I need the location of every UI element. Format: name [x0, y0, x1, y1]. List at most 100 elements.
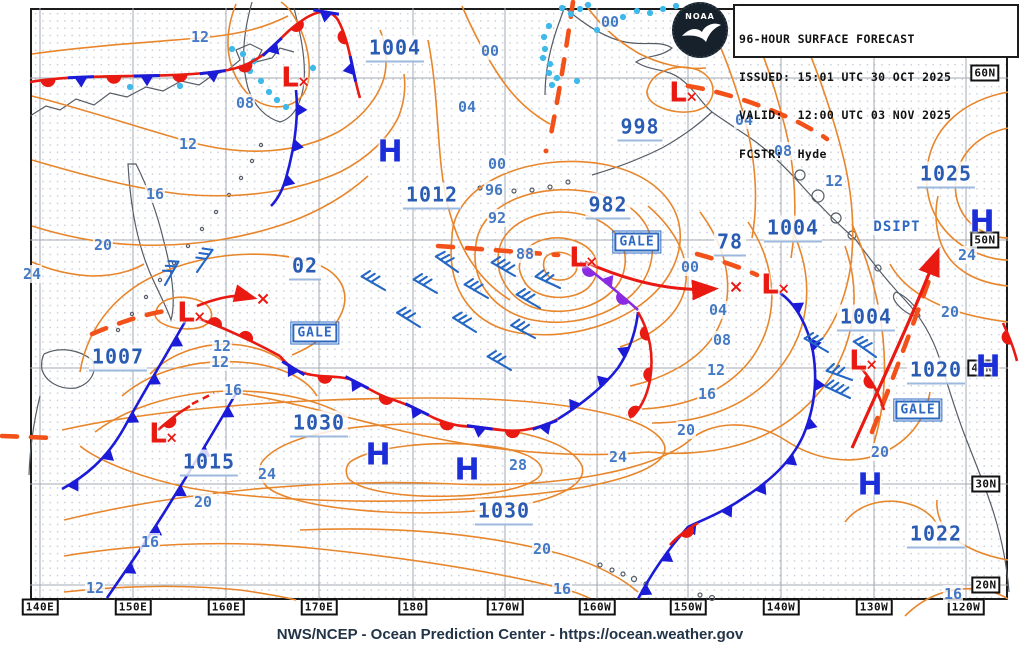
latitude-label: 20N	[971, 576, 1001, 594]
low-position-cross: ×	[193, 307, 206, 326]
noaa-bird-icon	[682, 23, 721, 42]
low-position-cross: ×	[777, 279, 790, 298]
noaa-logo-text: NOAA	[685, 12, 715, 21]
low-pressure-marker: L ×	[761, 267, 790, 301]
longitude-label: 120W	[947, 598, 985, 616]
isobar-value-label: 24	[256, 465, 278, 483]
isobar-value-label: 00	[486, 155, 508, 173]
ice-edge-dots	[126, 1, 761, 111]
longitude-label: 150E	[114, 598, 152, 616]
high-pressure-marker: H	[975, 349, 1001, 385]
longitude-label: 160W	[578, 598, 616, 616]
pressure-center-label: 1030	[289, 410, 349, 438]
isobar-value-label: 04	[733, 111, 755, 129]
pressure-center-label: 1004	[763, 215, 823, 243]
high-pressure-marker: H	[365, 437, 391, 473]
low-pressure-marker: L ×	[569, 240, 598, 274]
pressure-center-label: 1004	[365, 35, 425, 63]
low-position-cross: ×	[165, 428, 178, 447]
pressure-center-label: 998	[617, 114, 663, 142]
isobar-value-label: 16	[551, 580, 573, 598]
isobar-value-label: 20	[92, 236, 114, 254]
forecast-title-box: 96-HOUR SURFACE FORECAST ISSUED: 15:01 U…	[733, 4, 1019, 160]
source-caption: NWS/NCEP - Ocean Prediction Center - htt…	[276, 626, 744, 643]
gale-warning-box: GALE	[290, 321, 340, 345]
low-position-cross: ×	[297, 72, 310, 91]
pressure-center-label: 78	[713, 229, 747, 257]
gale-warning-box: GALE	[893, 398, 943, 422]
latitude-label: 40N	[967, 359, 997, 377]
latitude-label: 60N	[970, 64, 1000, 82]
isobar-value-label: 16	[222, 381, 244, 399]
pressure-center-label: 1015	[179, 449, 239, 477]
isobar-value-label: 12	[209, 353, 231, 371]
chart-annotation: DSIPT	[873, 219, 921, 235]
forecast-position-cross: ×	[728, 276, 744, 298]
longitude-label: 140E	[21, 598, 59, 616]
isobar-value-label: 28	[507, 456, 529, 474]
isobar-value-label: 88	[514, 245, 536, 263]
noaa-logo: NOAA	[672, 2, 728, 58]
high-pressure-marker: H	[454, 452, 480, 488]
isobar-value-label: 12	[211, 337, 233, 355]
longitude-label: 160E	[207, 598, 245, 616]
low-pressure-marker: L ×	[669, 75, 698, 109]
high-pressure-marker: H	[969, 204, 995, 240]
longitude-label: 180	[398, 598, 428, 616]
low-pressure-marker: L ×	[177, 295, 206, 329]
pressure-center-label: 1012	[402, 182, 462, 210]
isobar-value-label: 20	[869, 443, 891, 461]
isobar-value-label: 08	[234, 94, 256, 112]
longitude-label: 170E	[300, 598, 338, 616]
title-line: 96-HOUR SURFACE FORECAST	[739, 31, 915, 46]
low-position-cross: ×	[865, 355, 878, 374]
longitude-label: 150W	[669, 598, 707, 616]
isobar-value-label: 24	[21, 265, 43, 283]
issued-line: ISSUED: 15:01 UTC 30 OCT 2025	[739, 69, 952, 84]
isobar-value-label: 24	[607, 448, 629, 466]
high-pressure-marker: H	[377, 134, 403, 170]
isobar-value-label: 20	[531, 540, 553, 558]
isobar-value-label: 00	[679, 258, 701, 276]
pressure-center-label: 1022	[906, 521, 966, 549]
pressure-center-label: 1007	[88, 344, 148, 372]
isobar-value-label: 00	[599, 13, 621, 31]
pressure-center-label: 1030	[474, 498, 534, 526]
isobar-value-label: 12	[177, 135, 199, 153]
latitude-label: 50N	[970, 231, 1000, 249]
longitude-label: 140W	[762, 598, 800, 616]
isobar-value-label: 16	[139, 533, 161, 551]
pressure-center-label: 1004	[836, 304, 896, 332]
isobar-value-label: 12	[705, 361, 727, 379]
forecast-position-cross: ×	[255, 288, 271, 310]
low-pressure-marker: L ×	[149, 416, 178, 450]
motion-arrows	[196, 247, 940, 449]
isobar-value-label: 16	[942, 585, 964, 603]
high-pressure-marker: H	[857, 467, 883, 503]
isobar-value-label: 12	[84, 579, 106, 597]
low-position-cross: ×	[685, 87, 698, 106]
isobar-value-label: 24	[956, 246, 978, 264]
longitude-label: 170W	[486, 598, 524, 616]
isobar-value-label: 12	[189, 28, 211, 46]
isobar-value-label: 08	[772, 142, 794, 160]
isobar-value-label: 16	[144, 185, 166, 203]
valid-line: VALID: 12:00 UTC 03 NOV 2025	[739, 108, 952, 123]
low-pressure-marker: L ×	[281, 60, 310, 94]
pressure-center-label: 02	[288, 253, 322, 281]
isobar-value-label: 20	[192, 493, 214, 511]
isobar-value-label: 16	[696, 385, 718, 403]
isobar-value-label: 12	[823, 172, 845, 190]
pressure-center-label: 1025	[916, 161, 976, 189]
pressure-center-label: 1020	[906, 357, 966, 385]
isobar-value-label: 04	[707, 301, 729, 319]
isobar-value-label: 08	[711, 331, 733, 349]
trough-layer	[0, 0, 935, 441]
latitude-label: 30N	[971, 475, 1001, 493]
pressure-center-label: 982	[585, 192, 631, 220]
low-pressure-marker: L ×	[849, 343, 878, 377]
isobar-value-label: 92	[486, 209, 508, 227]
isobar-value-label: 04	[456, 98, 478, 116]
